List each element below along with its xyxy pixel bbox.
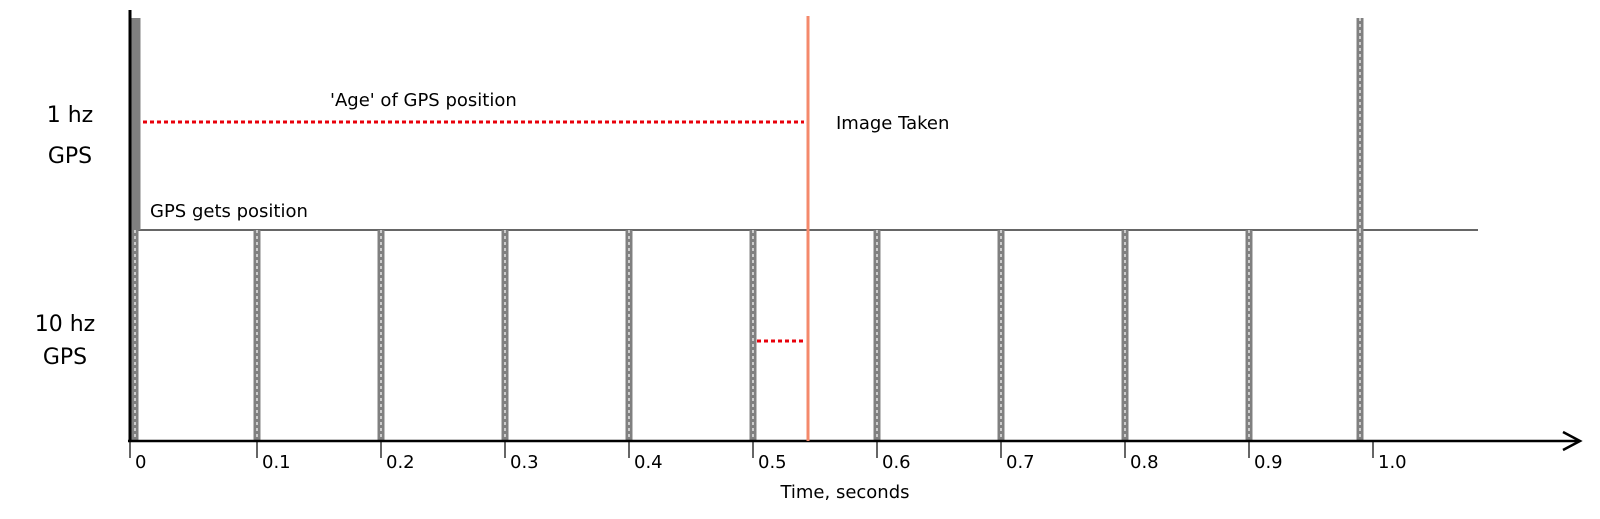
image-taken-annotation: Image Taken	[836, 113, 949, 134]
row-10hz-label-line2: GPS	[43, 345, 87, 370]
x-tick-label-4: 0.4	[634, 452, 663, 473]
x-tick-label-2: 0.2	[386, 452, 415, 473]
fix-1hz-marker-0	[129, 18, 141, 230]
x-axis-title: Time, seconds	[779, 482, 909, 503]
x-tick-label-3: 0.3	[510, 452, 539, 473]
x-tick-label-10: 1.0	[1378, 452, 1407, 473]
x-tick-label-7: 0.7	[1006, 452, 1035, 473]
x-tick-label-0: 0	[135, 452, 146, 473]
x-tick-label-9: 0.9	[1254, 452, 1283, 473]
gps-fix-annotation: GPS gets position	[150, 201, 308, 222]
fix-1hz-marker-1	[1356, 18, 1364, 230]
x-axis-arrowhead	[1562, 430, 1583, 452]
x-tick-label-5: 0.5	[758, 452, 787, 473]
x-tick-label-8: 0.8	[1130, 452, 1159, 473]
x-tick-label-1: 0.1	[262, 452, 291, 473]
row-1hz-label-line2: GPS	[48, 144, 92, 169]
age-annotation: 'Age' of GPS position	[330, 90, 517, 111]
row-10hz-label-line1: 10 hz	[35, 312, 95, 337]
x-tick-label-6: 0.6	[882, 452, 911, 473]
fix-markers	[129, 18, 1364, 440]
row-1hz-label-line1: 1 hz	[47, 103, 93, 128]
x-axis-ticks: 0 0.1 0.2 0.3 0.4 0.5 0.6 0.7 0.8 0.9 1.0	[129, 441, 1407, 473]
